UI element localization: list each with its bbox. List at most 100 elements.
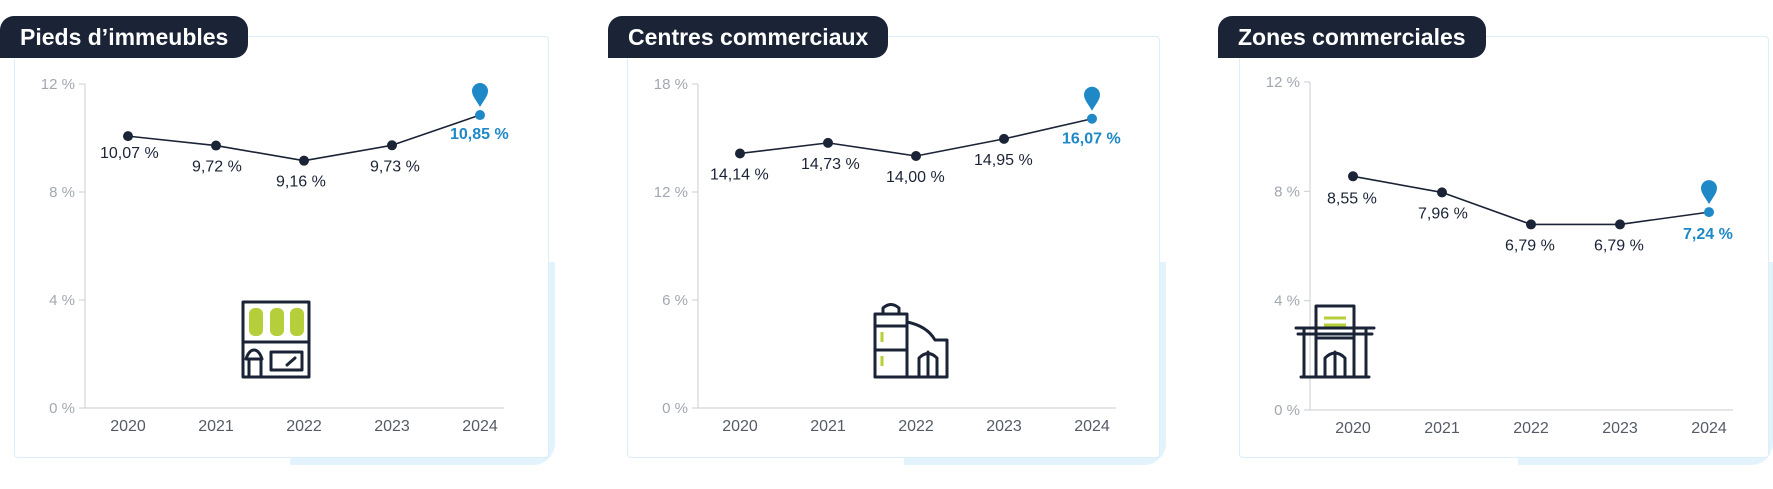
x-tick-label: 2023 [1602, 420, 1638, 437]
line-chart: 0 % 4 % 8 % 12 % 2020 2021 2022 2023 2024 8,55 % 7… [1266, 74, 1733, 437]
x-tick-label: 2020 [110, 418, 146, 435]
y-tick-label: 8 % [1274, 183, 1300, 200]
y-tick-label: 8 % [49, 184, 75, 201]
data-point [1087, 113, 1097, 124]
x-tick-label: 2022 [286, 418, 322, 435]
data-point [475, 110, 485, 121]
data-label: 10,85 % [450, 126, 509, 143]
park-entrance [1323, 350, 1347, 379]
y-tick-label: 4 % [1274, 293, 1300, 310]
series-line-segment [1003, 117, 1093, 140]
retail-park-icon [1294, 304, 1376, 379]
data-label: 9,73 % [370, 158, 420, 175]
series-line-segment [915, 138, 1005, 157]
data-point [211, 140, 221, 151]
x-tick-label: 2020 [722, 418, 758, 435]
data-label: 14,14 % [710, 166, 769, 183]
y-tick-label: 0 % [49, 400, 75, 417]
x-tick-label: 2022 [1513, 420, 1549, 437]
store-window [249, 308, 263, 336]
x-tick-label: 2023 [986, 418, 1022, 435]
store-display-window [269, 350, 304, 372]
chart-title: Centres commerciaux [608, 16, 889, 58]
park-walls [1314, 336, 1356, 379]
mall-tower [873, 312, 909, 379]
chart-panel-zones-commerciales: Zones commerciales 0 % 4 % 8 % 12 % 2020 2021… [1218, 0, 1773, 489]
y-tick-label: 12 % [1266, 74, 1300, 91]
mall-entrance [917, 350, 939, 379]
y-tick-label: 6 % [662, 292, 688, 309]
data-label: 9,72 % [192, 159, 242, 176]
data-label: 14,95 % [974, 152, 1033, 169]
x-tick-label: 2021 [1424, 420, 1460, 437]
location-pin-icon [1084, 86, 1100, 111]
data-point [735, 148, 745, 159]
data-label: 14,00 % [886, 169, 945, 186]
series-line-segment [391, 114, 481, 147]
mall-dome [881, 303, 901, 316]
y-tick-label: 12 % [41, 76, 75, 93]
x-tick-label: 2024 [1074, 418, 1110, 435]
data-label: 8,55 % [1327, 190, 1377, 207]
data-label: 14,73 % [801, 156, 860, 173]
card-background [627, 36, 1160, 458]
series-line-segment [739, 142, 829, 155]
x-tick-label: 2024 [1691, 420, 1727, 437]
x-tick-label: 2024 [462, 418, 498, 435]
data-point [1348, 171, 1358, 182]
x-tick-label: 2022 [898, 418, 934, 435]
store-window [270, 308, 284, 336]
data-label: 6,79 % [1594, 237, 1644, 254]
series-line-segment [1441, 191, 1532, 226]
data-point [387, 140, 397, 151]
chart-title: Pieds d’immeubles [0, 16, 249, 58]
data-point [823, 137, 833, 148]
data-label: 9,16 % [276, 174, 326, 191]
card-background [14, 36, 549, 458]
series-line-segment [127, 135, 217, 147]
store-outline [241, 300, 311, 379]
series-line-segment [303, 144, 393, 162]
data-label: 7,24 % [1683, 226, 1733, 243]
store-window [290, 308, 304, 336]
park-sign-board [1314, 304, 1356, 340]
series-line-segment [827, 142, 917, 157]
chart-panel-pieds-immeubles: Pieds d’immeubles 0 % 4 % 8 % 12 % 2020 2021 2… [0, 0, 560, 489]
series-line-segment [1619, 211, 1710, 226]
data-label: 7,96 % [1418, 205, 1468, 222]
x-tick-label: 2023 [374, 418, 410, 435]
data-label: 6,79 % [1505, 237, 1555, 254]
chart-title: Zones commerciales [1218, 16, 1486, 58]
store-door [247, 357, 263, 379]
x-tick-label: 2021 [198, 418, 234, 435]
series-line-segment [215, 144, 305, 162]
data-point [999, 133, 1009, 144]
y-tick-label: 12 % [654, 184, 688, 201]
data-label: 10,07 % [100, 145, 159, 162]
data-point [1437, 187, 1447, 198]
chart-panel-centres-commerciaux: Centres commerciaux 0 % 6 % 12 % 18 % 2020 20… [608, 0, 1168, 489]
data-point [911, 151, 921, 161]
location-pin-icon [1701, 180, 1717, 205]
line-chart: 0 % 6 % 12 % 18 % 2020 2021 2022 2023 2024 14,14 … [654, 76, 1121, 435]
data-point [1526, 219, 1536, 230]
series-line-segment [1352, 175, 1443, 194]
data-label: 16,07 % [1062, 131, 1121, 148]
x-tick-label: 2020 [1335, 420, 1371, 437]
y-tick-label: 18 % [654, 76, 688, 93]
data-point [1615, 219, 1625, 230]
data-point [123, 131, 133, 142]
data-point [299, 155, 309, 166]
card-background [1239, 36, 1769, 458]
location-pin-icon [472, 83, 488, 108]
line-chart: 0 % 4 % 8 % 12 % 2020 2021 2022 2023 2024 10,07 %… [41, 76, 509, 435]
x-tick-label: 2021 [810, 418, 846, 435]
shopping-mall-icon [873, 303, 949, 379]
store-glass-reflection [285, 356, 297, 367]
y-tick-label: 0 % [662, 400, 688, 417]
y-tick-label: 4 % [49, 292, 75, 309]
data-point [1704, 207, 1714, 218]
storefront-icon [241, 300, 311, 379]
mall-wing [873, 320, 949, 379]
y-tick-label: 0 % [1274, 402, 1300, 419]
